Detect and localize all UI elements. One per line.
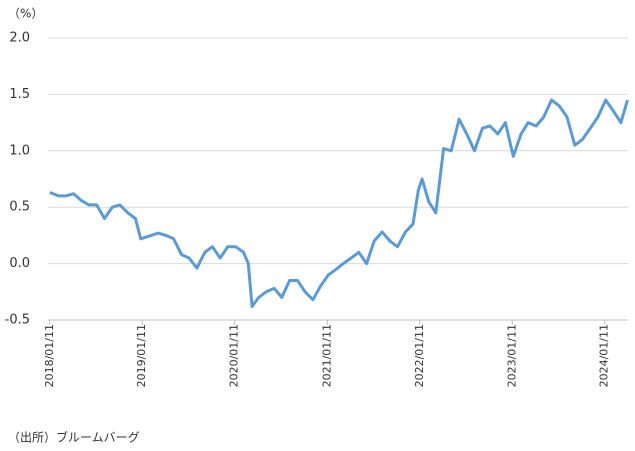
x-tick-label: 2024/01/11 xyxy=(598,324,611,387)
y-tick-label: 0.5 xyxy=(9,200,30,215)
y-tick-label: 2.0 xyxy=(9,31,30,46)
unit-label: （%） xyxy=(8,7,43,21)
y-tick-label: -0.5 xyxy=(5,313,30,328)
y-tick-label: 0.0 xyxy=(9,256,30,271)
x-tick-label: 2018/01/11 xyxy=(43,324,56,387)
data-line xyxy=(49,98,629,308)
x-tick-label: 2021/01/11 xyxy=(320,324,333,387)
x-tick-label: 2022/01/11 xyxy=(413,324,426,387)
y-tick-label: 1.5 xyxy=(9,87,30,102)
x-tick-label: 2020/01/11 xyxy=(228,324,241,387)
source-note: （出所）ブルームバーグ xyxy=(8,430,140,445)
y-tick-label: 1.0 xyxy=(9,143,30,158)
x-tick-label: 2019/01/11 xyxy=(135,324,148,387)
x-tick-label: 2023/01/11 xyxy=(505,324,518,387)
